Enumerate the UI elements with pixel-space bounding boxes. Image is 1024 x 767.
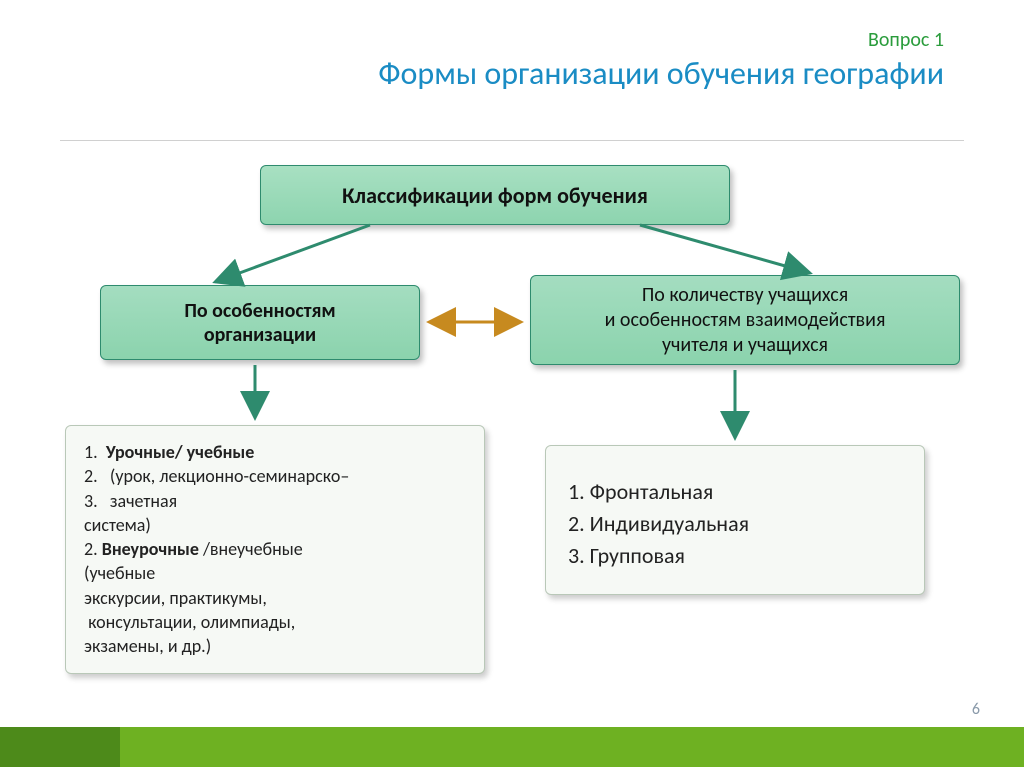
page-number: 6 bbox=[972, 700, 980, 719]
arrow-root-to-left bbox=[0, 0, 1024, 767]
footer-accent bbox=[0, 727, 120, 767]
footer-bar bbox=[0, 727, 1024, 767]
